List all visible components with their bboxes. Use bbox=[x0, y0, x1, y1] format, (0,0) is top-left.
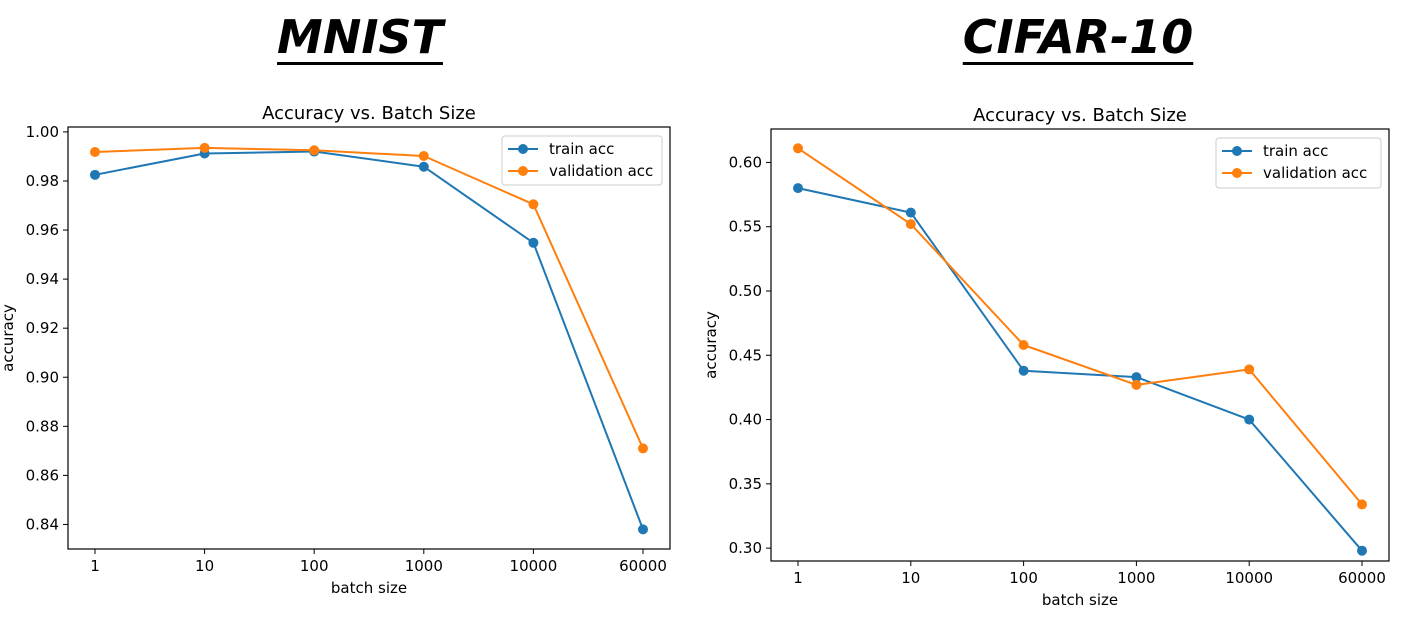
x-axis-label: batch size bbox=[331, 579, 407, 597]
x-tick-label: 60000 bbox=[619, 557, 667, 575]
data-point-validation bbox=[309, 145, 320, 156]
data-point-validation bbox=[1244, 364, 1255, 375]
legend-label: train acc bbox=[549, 140, 614, 158]
data-point-validation bbox=[90, 147, 100, 158]
y-tick-label: 0.90 bbox=[26, 368, 59, 386]
y-tick-label: 0.30 bbox=[729, 539, 762, 557]
data-point-validation bbox=[418, 150, 429, 161]
y-tick-label: 0.50 bbox=[729, 282, 762, 300]
series-line-train bbox=[797, 187, 1363, 552]
data-point-validation bbox=[905, 219, 916, 230]
x-tick-label: 60000 bbox=[1338, 569, 1386, 587]
data-point-train bbox=[528, 237, 539, 248]
mnist-heading: MNIST bbox=[277, 10, 443, 64]
y-tick-label: 0.88 bbox=[26, 417, 59, 435]
chart-title: Accuracy vs. Batch Size bbox=[973, 105, 1187, 126]
y-tick-label: 0.86 bbox=[26, 466, 59, 484]
data-point-train bbox=[1018, 365, 1029, 376]
data-point-validation bbox=[793, 143, 803, 154]
x-tick-label: 10 bbox=[901, 569, 920, 587]
chart-title: Accuracy vs. Batch Size bbox=[262, 103, 476, 124]
legend-marker bbox=[1232, 146, 1242, 156]
data-point-validation bbox=[1018, 340, 1029, 350]
data-point-validation bbox=[528, 199, 539, 210]
data-point-validation bbox=[199, 142, 210, 153]
data-point-train bbox=[638, 524, 648, 535]
y-tick-label: 0.92 bbox=[26, 319, 59, 337]
data-point-train bbox=[1131, 372, 1142, 383]
legend-box bbox=[501, 135, 663, 186]
x-tick-label: 100 bbox=[300, 557, 329, 575]
data-point-validation bbox=[1131, 379, 1142, 390]
y-tick-label: 0.40 bbox=[729, 411, 762, 429]
y-axis-label: accuracy bbox=[0, 304, 17, 372]
legend-label: train acc bbox=[1263, 142, 1328, 160]
x-tick-label: 10 bbox=[195, 557, 214, 575]
data-point-train bbox=[1244, 414, 1255, 425]
series-line-validation bbox=[797, 147, 1363, 506]
y-axis-label: accuracy bbox=[702, 311, 720, 379]
y-tick-label: 1.00 bbox=[26, 123, 59, 141]
series-line-train bbox=[94, 150, 644, 530]
y-tick-label: 0.94 bbox=[26, 270, 59, 288]
x-tick-label: 1 bbox=[90, 557, 100, 575]
legend-marker bbox=[1232, 168, 1242, 178]
plot-frame bbox=[67, 126, 671, 550]
legend-box bbox=[1215, 137, 1382, 189]
legend-label: validation acc bbox=[1263, 164, 1367, 182]
legend-label: validation acc bbox=[549, 162, 653, 180]
series-line-validation bbox=[94, 146, 644, 449]
data-point-validation bbox=[638, 443, 648, 454]
x-axis-label: batch size bbox=[1042, 591, 1118, 609]
y-tick-label: 0.60 bbox=[729, 153, 762, 171]
x-tick-label: 10000 bbox=[1225, 569, 1273, 587]
y-tick-label: 0.35 bbox=[729, 475, 762, 493]
y-tick-label: 0.45 bbox=[729, 346, 762, 364]
x-tick-label: 1000 bbox=[405, 557, 443, 575]
data-point-validation bbox=[1357, 499, 1367, 510]
data-point-train bbox=[90, 169, 100, 180]
y-tick-label: 0.84 bbox=[26, 515, 59, 533]
x-tick-label: 1 bbox=[793, 569, 803, 587]
data-point-train bbox=[418, 161, 429, 172]
y-tick-label: 0.55 bbox=[729, 218, 762, 236]
y-tick-label: 0.96 bbox=[26, 221, 59, 239]
x-tick-label: 1000 bbox=[1117, 569, 1155, 587]
plot-frame bbox=[770, 128, 1390, 562]
data-point-train bbox=[793, 183, 803, 194]
legend-marker bbox=[518, 144, 528, 154]
y-tick-label: 0.98 bbox=[26, 172, 59, 190]
x-tick-label: 100 bbox=[1009, 569, 1038, 587]
data-point-train bbox=[905, 207, 916, 218]
x-tick-label: 10000 bbox=[510, 557, 558, 575]
legend-marker bbox=[518, 166, 528, 176]
cifar10-heading: CIFAR-10 bbox=[962, 10, 1194, 64]
data-point-train bbox=[1357, 545, 1367, 556]
